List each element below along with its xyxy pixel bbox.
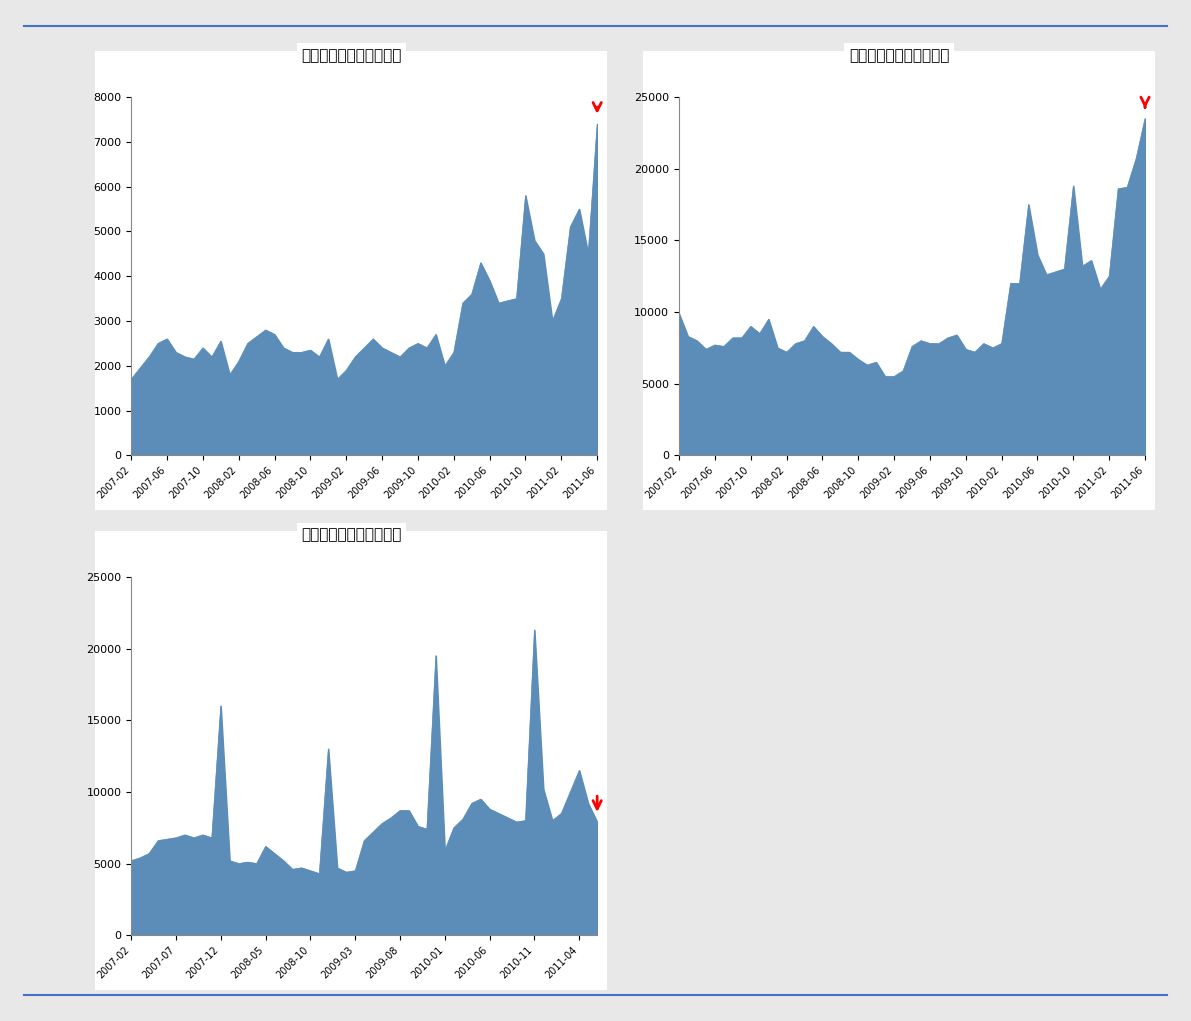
Text: 房屋新开工面积（当月）: 房屋新开工面积（当月） [849,48,949,62]
Text: 房地产开发投资（当月）: 房地产开发投资（当月） [301,48,401,62]
Text: 商品房销售面积（当月）: 商品房销售面积（当月） [301,528,401,542]
